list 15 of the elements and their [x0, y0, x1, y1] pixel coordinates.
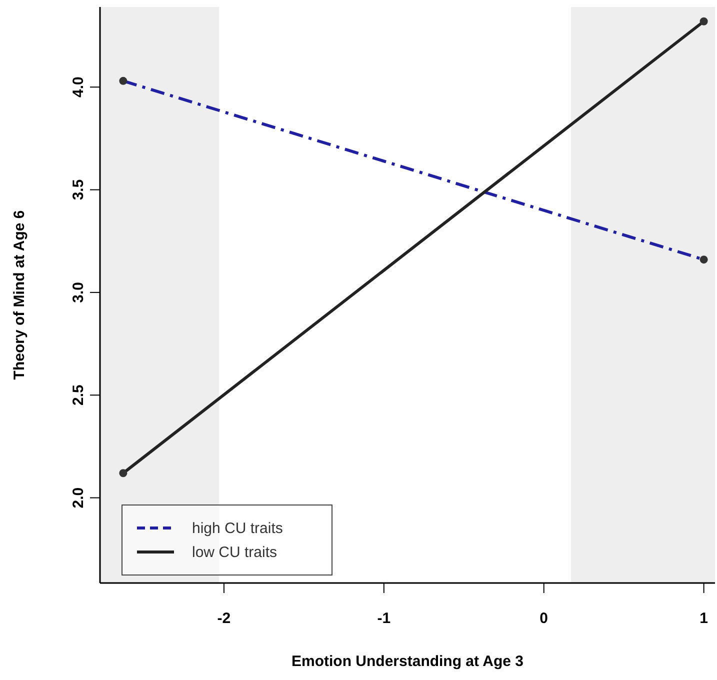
y-tick-label: 2.0: [70, 487, 87, 508]
y-tick-label: 4.0: [70, 76, 87, 98]
x-tick-label: 1: [700, 610, 708, 627]
y-axis-title: Theory of Mind at Age 6: [11, 210, 28, 380]
x-tick-label: 0: [540, 610, 548, 627]
point: [119, 469, 128, 478]
y-tick-label: 3.0: [70, 282, 87, 303]
y-tick-label: 3.5: [70, 179, 87, 200]
point: [700, 17, 708, 26]
x-tick-label: -2: [217, 610, 231, 627]
legend-label: high CU traits: [192, 520, 283, 537]
y-tick-label: 2.5: [70, 384, 87, 406]
x-axis-title: Emotion Understanding at Age 3: [292, 653, 524, 670]
x-tick-label: -1: [377, 610, 391, 627]
legend-label: low CU traits: [192, 544, 278, 561]
